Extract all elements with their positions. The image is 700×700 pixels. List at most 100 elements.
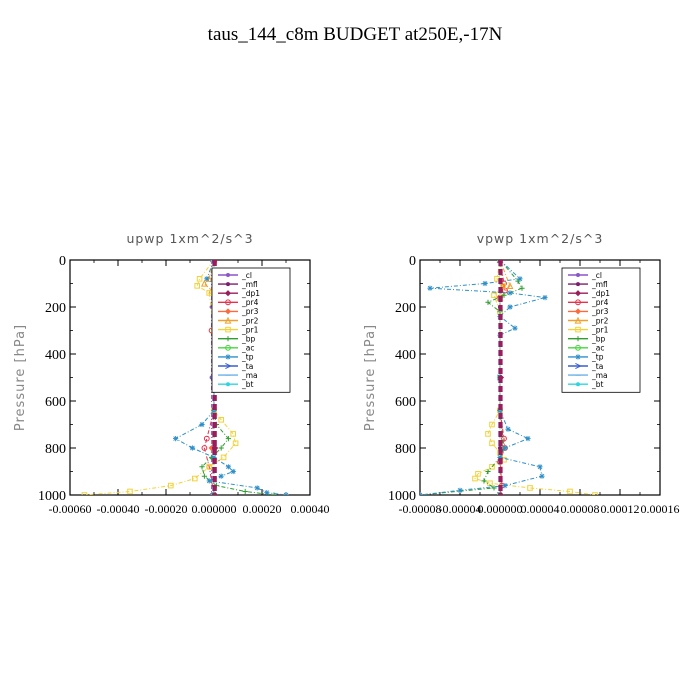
x-tick-label-0_0004: 0.00040 <box>291 502 330 516</box>
legend-label-ma: _ma <box>591 371 608 380</box>
legend-label-tp: _tp <box>241 353 254 362</box>
point-pr1-11 <box>192 475 198 482</box>
legend-label-pr1: _pr1 <box>591 325 609 334</box>
legend-label-ac: _ac <box>241 344 254 353</box>
point-pr1-15 <box>527 485 533 491</box>
x-tick-label-0_00004: 0.00004 <box>521 502 560 516</box>
y-tick-label-0: 0 <box>59 254 66 269</box>
legend-label-ma: _ma <box>241 371 258 380</box>
x-tick-label-0_00012: 0.00012 <box>601 502 640 516</box>
point-pr1-1 <box>196 276 203 282</box>
panel-title: upwp 1xm^2/s^3 <box>126 231 253 246</box>
legend-marker-bt <box>576 382 580 387</box>
legend-marker-bp <box>225 336 231 342</box>
legend-label-pr3: _pr3 <box>241 307 259 316</box>
point-bp-2 <box>519 285 525 291</box>
point-tp-18 <box>457 487 463 493</box>
point-pr1-6 <box>489 421 495 428</box>
point-pr1-11 <box>489 464 495 470</box>
legend-label-bp: _bp <box>241 335 256 344</box>
legend-marker-bt <box>226 382 230 387</box>
point-tp-16 <box>539 473 545 479</box>
series-line-pr1 <box>474 260 596 495</box>
y-axis-label: Pressure [hPa] <box>363 324 378 431</box>
legend-marker-pr4 <box>225 299 231 306</box>
x-tick-label-0_0002: 0.00020 <box>243 502 282 516</box>
point-pr1-13 <box>127 488 133 495</box>
x-tick-label-_0_0006: -0.00060 <box>49 502 92 516</box>
point-pr2-2 <box>200 279 208 287</box>
point-pr1-10 <box>206 464 212 470</box>
point-tp-7 <box>189 445 195 451</box>
y-tick-label-600: 600 <box>45 395 66 410</box>
point-bp-9 <box>242 488 248 495</box>
y-tick-label-1000: 1000 <box>388 489 416 504</box>
point-pr1-8 <box>489 440 495 447</box>
point-pr4-5 <box>201 445 208 451</box>
point-pr1-12 <box>168 482 174 489</box>
point-dp1-2 <box>497 491 505 495</box>
legend-marker-pr4 <box>575 299 581 306</box>
point-pr1-12 <box>475 471 481 477</box>
point-tp-11 <box>505 426 511 432</box>
point-tp-13 <box>502 445 508 451</box>
point-tp-14 <box>497 454 503 460</box>
legend-label-bp: _bp <box>591 335 606 344</box>
y-tick-label-200: 200 <box>45 301 66 316</box>
series-dp1 <box>497 260 505 495</box>
point-pr4-4 <box>203 435 210 442</box>
legend-marker-pr3 <box>224 308 232 315</box>
legend-marker-tp <box>575 354 581 360</box>
legend-label-pr4: _pr4 <box>591 298 609 307</box>
legend-label-pr2: _pr2 <box>241 316 259 325</box>
legend-label-tp: _tp <box>591 353 604 362</box>
point-pr1-3 <box>491 292 497 299</box>
point-tp-6 <box>507 304 513 310</box>
legend-label-ac: _ac <box>591 344 604 353</box>
point-ac-2 <box>211 492 217 495</box>
point-tp-11 <box>218 473 224 479</box>
legend: _cl_mfl_dp1_pr4_pr3_pr2_pr1_bp_ac_tp_ta_… <box>211 267 291 393</box>
legend-marker-cl <box>576 273 580 277</box>
point-pr1-6 <box>218 417 224 423</box>
y-tick-label-600: 600 <box>395 395 416 410</box>
point-tp-12 <box>206 478 212 484</box>
legend-label-dp1: _dp1 <box>591 289 610 298</box>
point-tp-14 <box>264 490 270 495</box>
x-tick-label-_0_0004: -0.00040 <box>97 502 140 516</box>
legend-label-pr3: _pr3 <box>591 307 609 316</box>
panel-title: vpwp 1xm^2/s^3 <box>477 231 604 246</box>
point-pr1-13 <box>472 475 478 482</box>
legend-label-ta: _ta <box>241 362 253 371</box>
series-layer <box>420 260 598 495</box>
point-ac-2 <box>497 492 503 495</box>
upwp-panel: upwp 1xm^2/s^3 Pressure [hPa] 0 200 400 600 80… <box>13 231 330 516</box>
y-tick-label-1000: 1000 <box>38 489 66 504</box>
legend-marker-cl <box>226 273 230 277</box>
point-pr1-16 <box>567 488 573 495</box>
y-tick-label-400: 400 <box>45 348 66 363</box>
point-tp-17 <box>502 483 508 489</box>
legend-label-mfl: _mfl <box>241 280 258 289</box>
point-pr1-9 <box>220 454 227 461</box>
legend-label-dp1: _dp1 <box>241 289 260 298</box>
legend-label-bt: _bt <box>591 380 604 389</box>
point-pr1-8 <box>232 440 239 447</box>
point-bp-7 <box>201 473 207 479</box>
point-pr1-17 <box>592 492 598 495</box>
point-bp-9 <box>485 468 491 475</box>
point-pr1-7 <box>485 431 491 437</box>
point-dp1-0 <box>497 260 505 264</box>
y-tick-label-400: 400 <box>395 348 416 363</box>
legend-marker-ac <box>225 344 231 351</box>
legend-label-ta: _ta <box>591 362 603 371</box>
point-tp-10 <box>230 468 236 475</box>
point-dp1-4 <box>212 491 219 495</box>
point-tp-3 <box>427 285 433 291</box>
legend-label-bt: _bt <box>241 380 254 389</box>
point-dp1-0 <box>212 260 219 264</box>
point-pr1-2 <box>500 283 506 289</box>
legend-marker-dp1 <box>574 290 582 297</box>
point-dp1-3 <box>212 444 219 452</box>
